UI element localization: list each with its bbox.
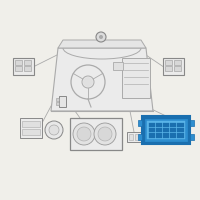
Bar (156, 122, 162, 127)
Bar (135, 134, 139, 140)
Circle shape (77, 127, 91, 141)
Bar (56, 102, 59, 105)
Bar (190, 134, 194, 140)
Bar (22, 129, 40, 135)
Bar (142, 116, 190, 144)
Bar (148, 128, 155, 132)
Bar (138, 120, 142, 126)
Bar (163, 128, 169, 132)
Bar (165, 66, 172, 71)
Bar (163, 133, 169, 138)
Bar (174, 60, 181, 65)
Bar (13, 58, 34, 75)
Bar (15, 60, 22, 65)
Bar (177, 128, 184, 132)
Bar (138, 134, 142, 140)
Bar (147, 121, 185, 139)
Bar (163, 122, 169, 127)
Bar (177, 133, 184, 138)
Bar (165, 60, 172, 65)
Circle shape (73, 123, 95, 145)
Bar (20, 118, 42, 138)
Polygon shape (58, 40, 146, 48)
Bar (163, 58, 184, 75)
Bar (15, 66, 22, 71)
Bar (170, 122, 176, 127)
Bar (170, 128, 176, 132)
Circle shape (96, 32, 106, 42)
Bar (129, 134, 133, 140)
Bar (156, 128, 162, 132)
Bar (156, 133, 162, 138)
Bar (127, 132, 141, 142)
Bar (56, 98, 59, 101)
Bar (145, 119, 187, 141)
Bar (24, 60, 31, 65)
Bar (22, 121, 40, 127)
Circle shape (83, 77, 93, 87)
Polygon shape (51, 48, 153, 111)
Circle shape (99, 35, 103, 39)
Bar (70, 118, 122, 150)
Bar (190, 120, 194, 126)
Bar (148, 122, 155, 127)
Bar (59, 96, 66, 107)
Circle shape (94, 123, 116, 145)
Bar (170, 133, 176, 138)
Circle shape (98, 127, 112, 141)
Circle shape (49, 125, 59, 135)
Bar (174, 66, 181, 71)
Bar (113, 62, 123, 70)
Bar (24, 66, 31, 71)
Bar (177, 122, 184, 127)
Circle shape (45, 121, 63, 139)
Bar (148, 133, 155, 138)
Bar (122, 58, 150, 98)
